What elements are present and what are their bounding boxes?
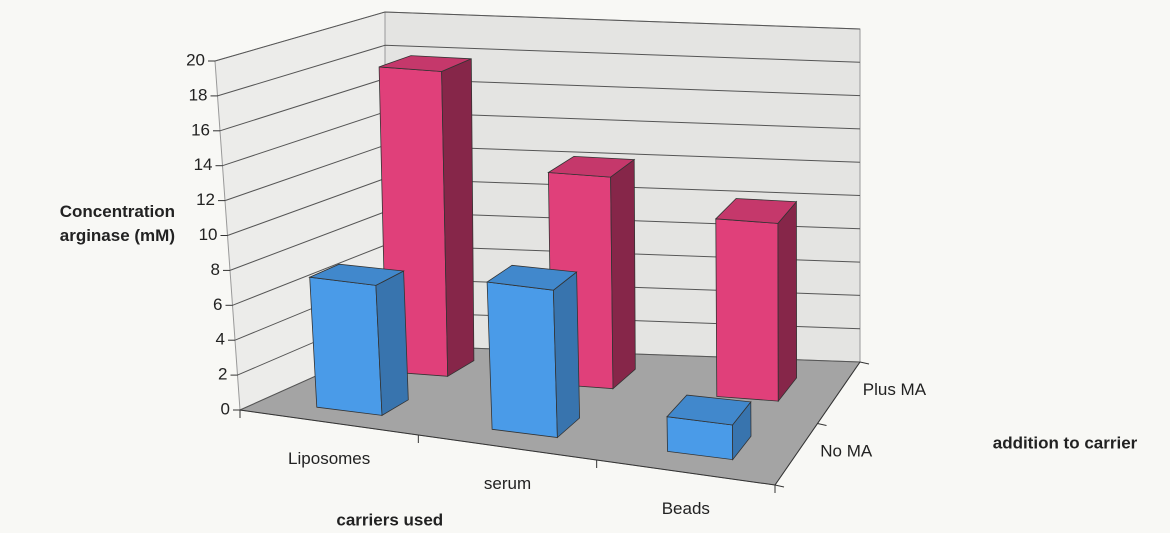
y-tick-label: 0 xyxy=(221,399,230,418)
bar xyxy=(308,263,409,417)
x-tick-label: Beads xyxy=(662,499,710,518)
bar-side xyxy=(375,270,409,417)
z-tick xyxy=(817,423,827,426)
bar-top xyxy=(308,263,405,286)
y-tick-label: 20 xyxy=(186,50,205,69)
x-tick-label: serum xyxy=(484,474,531,493)
y-tick-label: 10 xyxy=(199,225,218,244)
grid-line xyxy=(217,44,861,97)
z-tick xyxy=(859,361,870,365)
bar-front xyxy=(309,276,383,416)
bar xyxy=(666,394,752,461)
bar-top xyxy=(485,264,578,291)
y-tick-label: 2 xyxy=(218,365,227,384)
z-tick-label: Plus MA xyxy=(863,380,927,399)
z-tick xyxy=(774,484,785,488)
z-axis-label: addition to carrier xyxy=(993,433,1138,452)
bar-top xyxy=(547,155,636,178)
y-axis-label: Concentration arginase (mM) xyxy=(59,202,175,245)
bar xyxy=(485,264,581,439)
bar-side xyxy=(610,158,636,390)
bar-front xyxy=(486,281,558,438)
bar-front xyxy=(715,218,779,402)
bar-top xyxy=(666,394,752,426)
bar-side xyxy=(777,200,798,403)
bar-top xyxy=(378,55,472,72)
y-tick-label: 12 xyxy=(196,190,215,209)
x-axis-label: carriers used xyxy=(336,510,443,529)
x-axis xyxy=(239,409,776,486)
y-tick-label: 16 xyxy=(191,120,210,139)
y-tick-label: 6 xyxy=(213,295,222,314)
y-tick-label: 8 xyxy=(211,260,220,279)
bar-side xyxy=(441,58,475,377)
y-tick-label: 14 xyxy=(194,155,213,174)
z-tick-label: No MA xyxy=(820,442,873,461)
y-tick-label: 4 xyxy=(216,330,225,349)
bar xyxy=(714,198,798,403)
y-tick-label: 18 xyxy=(189,85,208,104)
bar-top xyxy=(714,198,798,224)
bar-side xyxy=(552,271,581,439)
x-tick-label: Liposomes xyxy=(288,449,370,468)
grid-line xyxy=(214,11,861,62)
